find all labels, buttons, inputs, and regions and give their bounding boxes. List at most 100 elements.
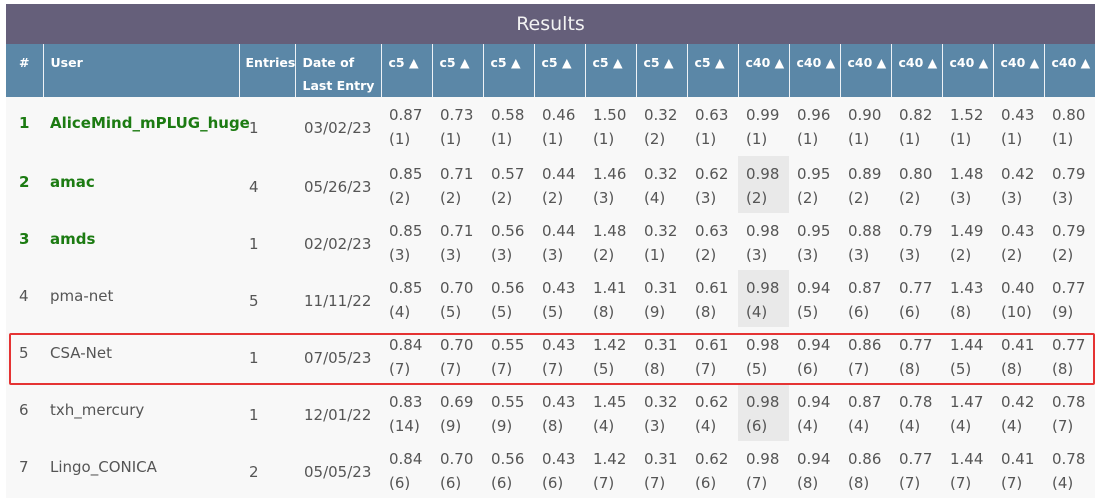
col-metric-header[interactable]: c5 ▲ xyxy=(432,44,484,97)
score-value: 0.83 xyxy=(389,393,423,411)
score-cell: 0.62 (6) xyxy=(687,441,738,498)
score-cell: 0.62 (3) xyxy=(687,156,738,213)
score-cell: 0.80 (1) xyxy=(1044,97,1095,156)
score-cell: 0.32 (1) xyxy=(636,213,687,270)
score-value: 0.31 xyxy=(644,450,678,468)
user-link[interactable]: amac xyxy=(43,156,239,213)
col-metric-header[interactable]: c5 ▲ xyxy=(483,44,535,97)
score-cell: 0.42 (3) xyxy=(993,156,1044,213)
score-cell: 1.49 (2) xyxy=(942,213,993,270)
user-link[interactable]: amds xyxy=(43,213,239,270)
score-cell: 0.77 (6) xyxy=(891,270,942,327)
entries-cell: 1 xyxy=(239,327,295,384)
score-rank: (2) xyxy=(542,189,564,207)
user-link[interactable]: txh_mercury xyxy=(43,384,239,441)
col-user-header[interactable]: User xyxy=(43,44,240,97)
score-cell: 1.44 (5) xyxy=(942,327,993,384)
score-cell: 0.31 (8) xyxy=(636,327,687,384)
score-value: 0.80 xyxy=(899,165,933,183)
score-value: 0.44 xyxy=(542,165,576,183)
score-cell: 0.98 (3) xyxy=(738,213,789,270)
score-value: 0.61 xyxy=(695,279,729,297)
score-rank: (4) xyxy=(797,417,819,435)
score-value: 0.43 xyxy=(1001,222,1035,240)
score-rank: (2) xyxy=(899,189,921,207)
score-cell: 1.48 (3) xyxy=(942,156,993,213)
score-rank: (5) xyxy=(593,360,615,378)
score-cell: 0.43 (8) xyxy=(534,384,585,441)
score-rank: (1) xyxy=(746,130,768,148)
score-rank: (4) xyxy=(695,417,717,435)
user-link[interactable]: Lingo_CONICA xyxy=(43,441,239,498)
score-value: 1.42 xyxy=(593,336,627,354)
score-value: 1.46 xyxy=(593,165,627,183)
score-value: 0.79 xyxy=(1052,165,1086,183)
score-value: 0.41 xyxy=(1001,336,1035,354)
col-metric-header[interactable]: c5 ▲ xyxy=(534,44,586,97)
score-value: 1.48 xyxy=(593,222,627,240)
score-cell: 0.87 (4) xyxy=(840,384,891,441)
col-date-header[interactable]: Date of Last Entry xyxy=(295,44,382,97)
date-cell: 03/02/23 xyxy=(295,97,381,156)
rank-cell: 2 xyxy=(6,156,43,213)
score-rank: (3) xyxy=(593,189,615,207)
score-rank: (8) xyxy=(593,303,615,321)
score-cell: 0.98 (2) xyxy=(738,156,789,213)
score-rank: (6) xyxy=(899,303,921,321)
score-rank: (2) xyxy=(848,189,870,207)
score-cell: 0.77 (8) xyxy=(1044,327,1095,384)
score-cell: 0.32 (4) xyxy=(636,156,687,213)
score-value: 0.90 xyxy=(848,106,882,124)
score-rank: (6) xyxy=(440,474,462,492)
col-metric-header[interactable]: c5 ▲ xyxy=(636,44,688,97)
score-rank: (2) xyxy=(695,246,717,264)
score-value: 0.78 xyxy=(1052,393,1086,411)
score-rank: (7) xyxy=(644,474,666,492)
col-metric-header[interactable]: c40 ▲ xyxy=(942,44,994,97)
score-value: 0.43 xyxy=(542,450,576,468)
col-metric-header[interactable]: c40 ▲ xyxy=(840,44,892,97)
score-cell: 0.62 (4) xyxy=(687,384,738,441)
score-value: 0.55 xyxy=(491,393,525,411)
score-rank: (5) xyxy=(491,303,513,321)
score-rank: (7) xyxy=(1052,417,1074,435)
score-cell: 1.43 (8) xyxy=(942,270,993,327)
score-value: 0.95 xyxy=(797,222,831,240)
col-metric-header[interactable]: c40 ▲ xyxy=(738,44,790,97)
col-metric-header[interactable]: c5 ▲ xyxy=(687,44,739,97)
score-value: 0.61 xyxy=(695,336,729,354)
date-cell: 07/05/23 xyxy=(295,327,381,384)
score-cell: 0.94 (6) xyxy=(789,327,840,384)
score-rank: (2) xyxy=(389,189,411,207)
score-rank: (3) xyxy=(848,246,870,264)
score-cell: 0.95 (2) xyxy=(789,156,840,213)
col-metric-header[interactable]: c40 ▲ xyxy=(993,44,1045,97)
score-cell: 0.85 (3) xyxy=(381,213,432,270)
score-value: 0.98 xyxy=(746,336,780,354)
score-rank: (2) xyxy=(644,130,666,148)
user-link[interactable]: AliceMind_mPLUG_huge xyxy=(43,97,250,156)
score-cell: 1.48 (2) xyxy=(585,213,636,270)
score-value: 0.82 xyxy=(899,106,933,124)
score-value: 0.70 xyxy=(440,450,474,468)
score-cell: 0.41 (8) xyxy=(993,327,1044,384)
score-cell: 0.78 (4) xyxy=(891,384,942,441)
col-entries-header[interactable]: Entries xyxy=(239,44,296,97)
score-value: 0.77 xyxy=(899,450,933,468)
score-cell: 0.87 (1) xyxy=(381,97,432,156)
col-metric-header[interactable]: c40 ▲ xyxy=(789,44,841,97)
score-cell: 0.61 (7) xyxy=(687,327,738,384)
leaderboard-table: # User Entries Date of Last Entry c5 ▲ c5… xyxy=(6,44,1095,498)
col-metric-header[interactable]: c5 ▲ xyxy=(381,44,433,97)
user-link[interactable]: CSA-Net xyxy=(43,327,239,384)
score-cell: 0.43 (5) xyxy=(534,270,585,327)
score-cell: 0.43 (2) xyxy=(993,213,1044,270)
score-rank: (3) xyxy=(491,246,513,264)
score-value: 0.43 xyxy=(542,279,576,297)
col-metric-header[interactable]: c40 ▲ xyxy=(891,44,943,97)
col-metric-header[interactable]: c40 ▲ xyxy=(1044,44,1095,97)
score-value: 0.87 xyxy=(389,106,423,124)
score-cell: 1.52 (1) xyxy=(942,97,993,156)
col-metric-header[interactable]: c5 ▲ xyxy=(585,44,637,97)
user-link[interactable]: pma-net xyxy=(43,270,239,327)
